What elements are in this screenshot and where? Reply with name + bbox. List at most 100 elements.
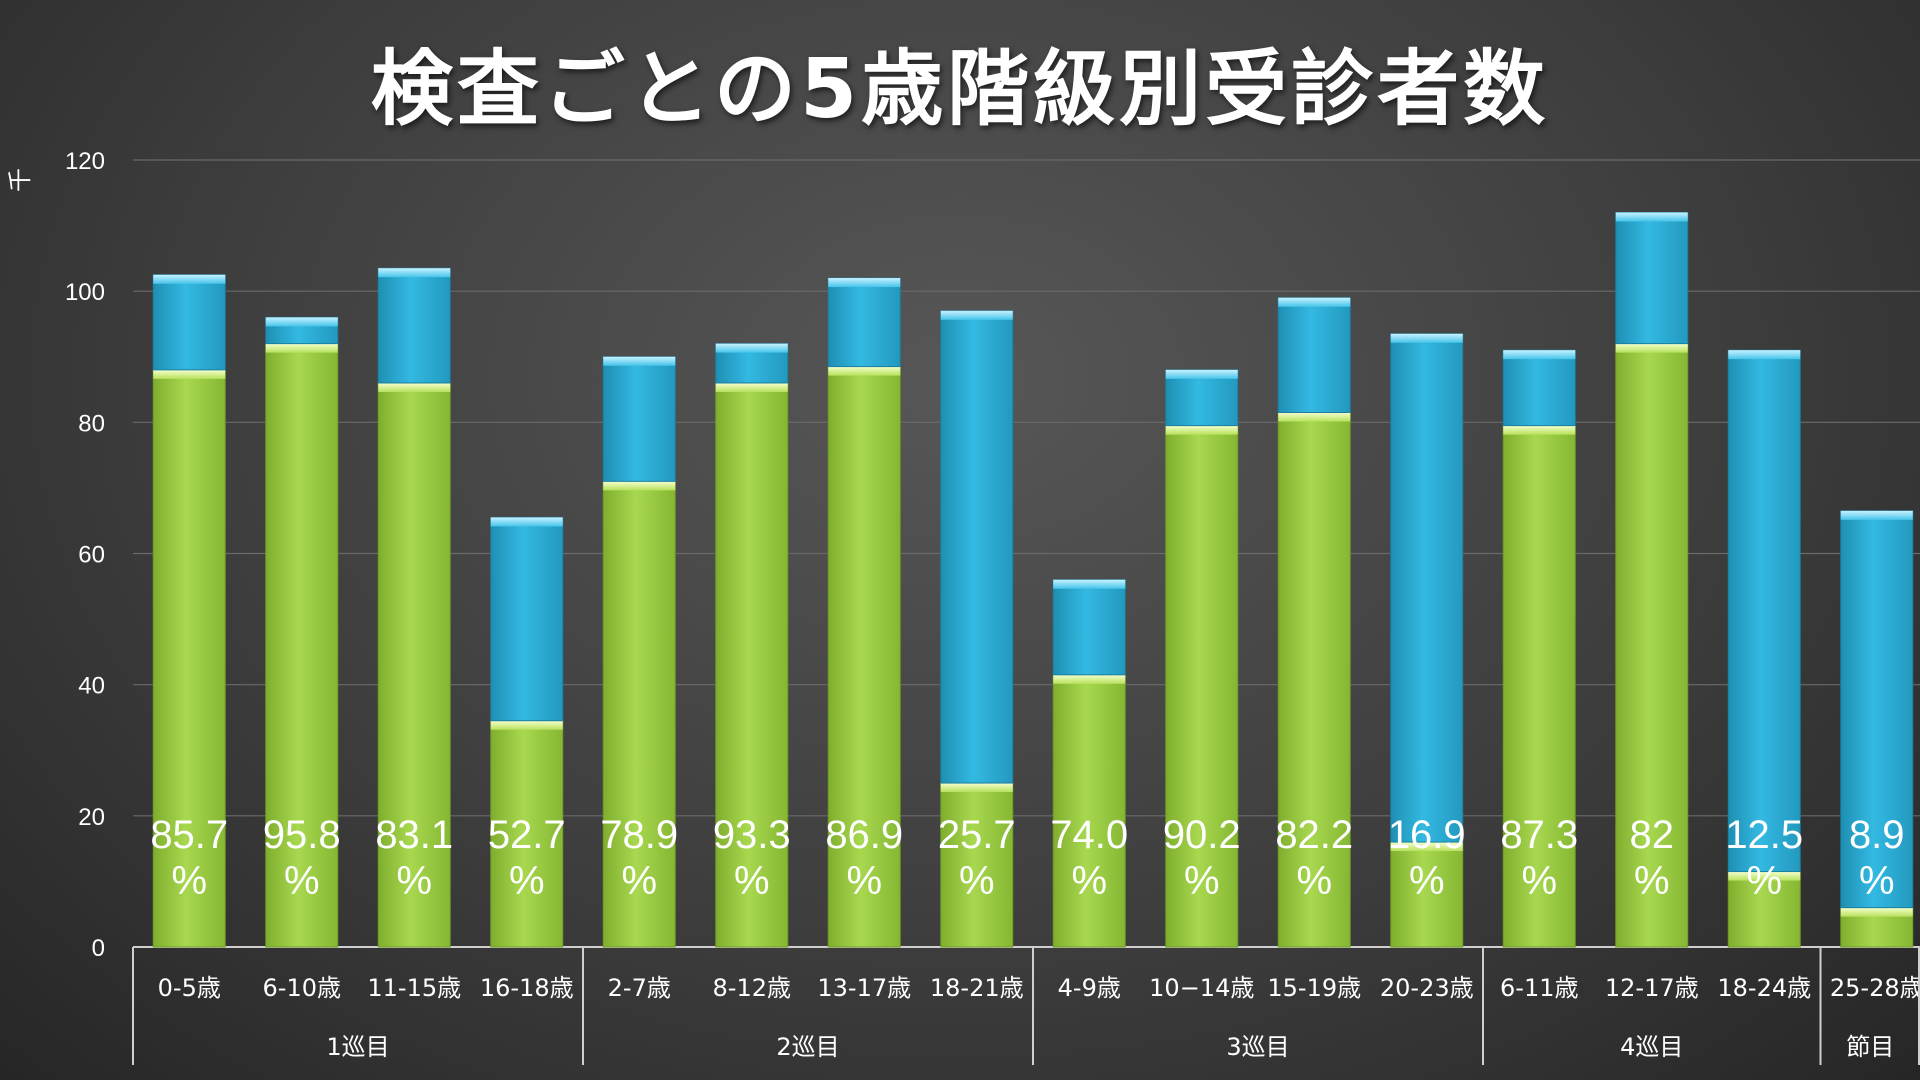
data-label: 85.7% [150,813,228,903]
bar-cap [153,369,226,379]
y-tick-label: 20 [78,804,105,831]
group-label: 1巡目 [326,1033,389,1061]
x-tick-label: 8-12歳 [713,974,791,1002]
y-tick-label: 40 [78,673,105,700]
data-label: 25.7% [938,813,1016,903]
group-label: 4巡目 [1620,1033,1683,1061]
x-tick-label: 18-21歳 [930,974,1024,1002]
bar-segment [377,267,451,384]
bar-segment [1165,425,1239,948]
data-label: 52.7% [488,813,566,903]
bar-cap [1840,510,1913,520]
bar-cap [940,310,1013,320]
bar-segment [602,356,676,482]
x-tick-label: 11-15歳 [367,974,461,1002]
bar-segment [490,720,564,948]
x-tick-label: 20-23歳 [1380,974,1474,1002]
x-tick-label: 0-5歳 [158,974,221,1002]
bar-cap [828,278,901,288]
axes: 0 20 40 60 80 100 120 千 0-5歳 6-10歳 11-15歳 16-18歳 2-7… [6,148,1920,1065]
bar-segment [152,369,226,948]
bar-cap [603,356,676,366]
bar-segment [1615,343,1689,948]
bar-cap [378,268,451,278]
group-label: 3巡目 [1226,1033,1289,1061]
y-tick-label: 100 [65,279,105,306]
bar-segment [1052,674,1126,948]
bar-cap [1390,333,1463,343]
data-label: 16.9% [1388,813,1466,903]
x-tick-label: 25-28歳 [1830,974,1920,1002]
bar-cap [828,366,901,376]
bar-cap [1165,369,1238,379]
data-labels: 85.7 % 95.8 % 83.1 % 52.7 % 78.9 % 93.3 % 86.9 % 25.7%… [150,813,1904,903]
y-tick-label: 120 [65,148,105,175]
x-tick-label: 16-18歳 [480,974,574,1002]
bar-cap [490,720,563,730]
x-tick-label: 12-17歳 [1605,974,1699,1002]
bar-cap [715,343,788,353]
data-label: 87.3% [1500,813,1578,903]
bar-segment [827,277,901,368]
y-tick-label: 60 [78,542,105,569]
bar-segment [1502,425,1576,948]
x-tick-label: 10−14歳 [1149,974,1254,1002]
bar-segment [1277,297,1351,413]
data-label: 82.2% [1275,813,1353,903]
bar-segment [490,516,564,722]
bar-segment [1727,349,1801,873]
bar-cap [490,517,563,527]
bar-segment [1277,411,1351,948]
x-tick-label: 6-10歳 [263,974,341,1002]
chart-title: 検査ごとの5歳階級別受診者数 [370,42,1550,137]
bar-cap [378,382,451,392]
data-label: 86.9% [825,813,903,903]
bar-segment [1390,841,1464,948]
bar-cap [1278,412,1351,422]
bar-cap [1728,871,1801,881]
bar-segment [1165,369,1239,427]
bar-segment [377,382,451,948]
data-label: 8.9% [1849,813,1905,903]
x-tick-label: 6-11歳 [1500,974,1578,1002]
x-tick-label: 13-17歳 [817,974,911,1002]
bar-cap [265,317,338,327]
bar-segment [715,382,789,948]
bar-cap [603,481,676,491]
x-tick-label: 15-19歳 [1267,974,1361,1002]
bar-cap [1615,343,1688,353]
data-label: 95.8% [263,813,341,903]
bar-segment [265,343,339,948]
bar-cap [1503,425,1576,435]
bar-cap [265,343,338,353]
bar-segment [1615,211,1689,345]
bar-cap [1278,297,1351,307]
bar-segment [1840,510,1914,909]
bar-segment [1390,333,1464,843]
bar-segment [602,480,676,948]
bar-cap [1390,842,1463,852]
group-label: 節目 [1846,1033,1894,1061]
bar-cap [715,382,788,392]
bar-cap [940,783,1013,793]
bar-cap [1165,425,1238,435]
group-label: 2巡目 [776,1033,839,1061]
y-tick-label: 80 [78,410,105,437]
data-label: 93.3% [713,813,791,903]
data-label: 74.0% [1050,813,1128,903]
bar-segment [1727,871,1801,948]
x-tick-label: 4-9歳 [1058,974,1121,1002]
bar-cap [1053,674,1126,684]
bar-cap [153,274,226,284]
bar-cap [1615,212,1688,222]
bars [152,211,1914,948]
data-label: 82% [1630,813,1675,903]
bar-cap [1728,350,1801,360]
x-tick-label: 18-24歳 [1717,974,1811,1002]
bar-segment [1052,579,1126,676]
bar-cap [1503,350,1576,360]
x-tick-label: 2-7歳 [608,974,671,1002]
data-label: 78.9% [600,813,678,903]
y-tick-label: 0 [92,935,105,962]
